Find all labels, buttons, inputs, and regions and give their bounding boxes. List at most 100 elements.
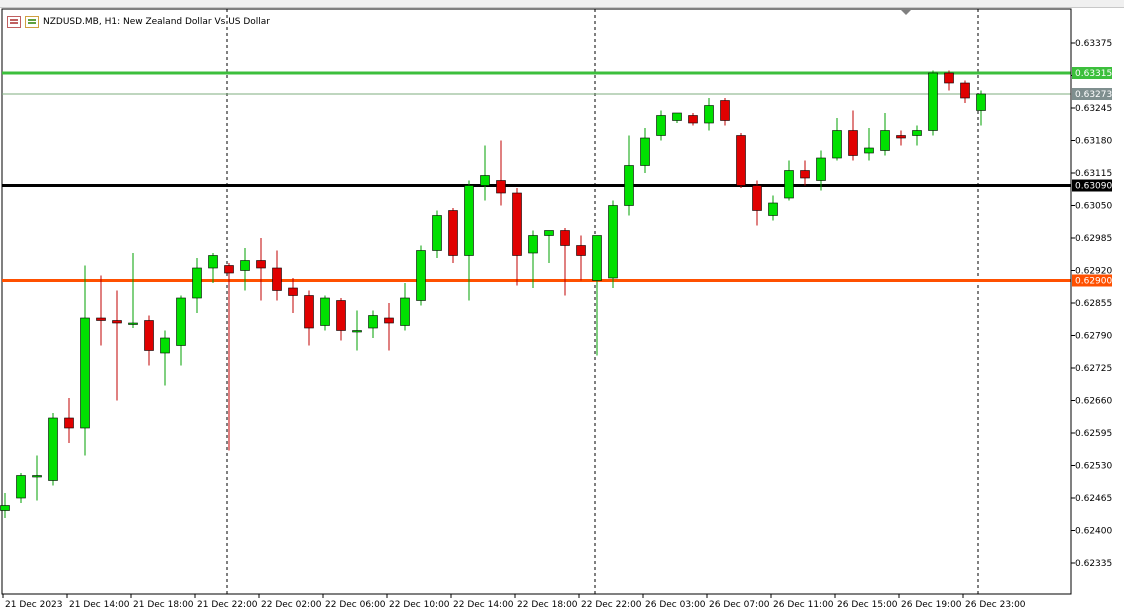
price-tag-label: 0.62900 [1075,277,1112,287]
time-tick-label: 22 Dec 14:00 [453,600,514,609]
candle [688,113,698,126]
candle-body [16,475,26,499]
candle [128,253,138,328]
candle [656,110,666,141]
candle [768,195,778,221]
price-tag-box [1072,274,1112,287]
price-tick-label: 0.62985 [1075,234,1112,244]
candle-body [896,135,906,139]
candle-body [352,330,362,333]
time-axis: 21 Dec 2023 21 Dec 14:00 21 Dec 18:00 21 De… [2,593,1071,609]
candle-body [816,157,826,181]
candle-body [64,417,74,429]
candle [512,188,522,286]
candle [672,112,682,123]
candle [928,70,938,136]
candle-body [112,320,122,324]
price-tag-label: 0.63090 [1075,182,1112,192]
candle [800,160,810,186]
candle [384,303,394,351]
candle [560,228,570,296]
time-tick-label: 22 Dec 18:00 [517,600,578,609]
candle-body [960,82,970,99]
candle-body [800,170,810,179]
candle [496,140,506,206]
price-tick-label: 0.63115 [1075,169,1112,179]
toolbar-strip [0,0,1124,8]
price-tick-label: 0.63245 [1075,104,1112,114]
candle-body [160,337,170,354]
price-tags: 0.63315 0.63090 0.62900 0.63273 [1072,67,1112,287]
price-tag-box [1072,67,1112,79]
candle-body [576,245,586,256]
price-tick-label: 0.63375 [1075,39,1112,49]
candle-body [128,322,138,325]
candle [464,180,474,301]
candle [64,398,74,443]
candle [736,133,746,188]
time-tick-label: 26 Dec 15:00 [837,600,898,609]
candle-body [944,72,954,84]
time-tick-label: 26 Dec 23:00 [965,600,1026,609]
candle-body [784,170,794,199]
candle-body [656,115,666,136]
candle [944,70,954,91]
chart-properties-icon[interactable] [7,16,21,28]
time-tick-label: 21 Dec 2023 [5,600,63,609]
trading-icon[interactable] [25,16,39,28]
candle [96,275,106,346]
time-tick-label: 22 Dec 10:00 [389,600,450,609]
candle-body [640,137,650,166]
candle [80,265,90,456]
candle [288,278,298,313]
chart-shift-marker[interactable] [901,10,911,15]
candle-body [544,230,554,236]
price-tick-label: 0.63180 [1075,137,1112,147]
level-price-tag: 0.63315 [1072,67,1112,79]
candle-body [288,287,298,296]
candle-body [384,317,394,324]
candle-body [720,100,730,121]
candle [864,128,874,161]
time-tick-label: 21 Dec 14:00 [69,600,130,609]
candle [32,455,42,501]
candle [208,253,218,283]
candle-body [768,202,778,216]
candle [400,283,410,331]
candle-body [256,260,266,269]
candle-body [320,297,330,326]
level-price-tag: 0.62900 [1072,274,1112,287]
candle-body [336,300,346,331]
price-tag-label: 0.63273 [1075,90,1112,100]
candle [272,250,282,301]
candle-body [688,115,698,124]
price-tick-label: 0.62790 [1075,332,1112,342]
candle [784,160,794,201]
candle [192,258,202,313]
candle [176,295,186,366]
candle [720,98,730,126]
candle-body [736,135,746,186]
candle [960,80,970,103]
price-tick-label: 0.62335 [1075,559,1112,569]
candle-body [176,297,186,346]
candle-body [32,475,42,478]
candle [880,113,890,156]
time-tick-label: 22 Dec 22:00 [581,600,642,609]
candle [544,230,554,263]
time-tick-label: 26 Dec 07:00 [709,600,770,609]
candle-body [512,192,522,256]
candle-body [608,205,618,279]
candle [624,135,634,216]
candle [336,298,346,341]
time-tick-label: 26 Dec 03:00 [645,600,706,609]
candle [240,248,250,291]
candle [704,98,714,131]
candle-body [976,93,986,111]
current-price-tag: 0.63273 [1072,88,1112,100]
price-tick-label: 0.62400 [1075,527,1112,537]
candle-body [464,185,474,256]
candle [896,130,906,146]
candle [848,110,858,161]
